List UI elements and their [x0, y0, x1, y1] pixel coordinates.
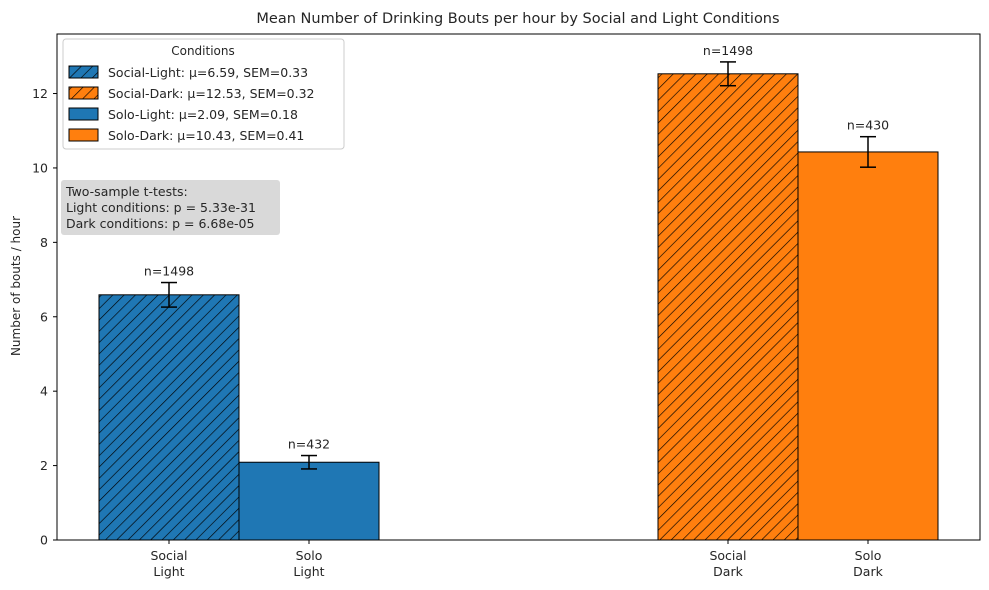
legend-label-2: Solo-Light: μ=2.09, SEM=0.18: [108, 107, 298, 122]
x-tick-label-2-0: Social: [709, 548, 746, 563]
legend-swatch-hatch-0: [69, 66, 98, 78]
y-tick-label-4: 8: [40, 235, 48, 250]
chart-title: Mean Number of Drinking Bouts per hour b…: [256, 11, 779, 27]
legend-swatch-outline-0: [68, 65, 99, 79]
legend-title: Conditions: [171, 44, 235, 58]
x-tick-label-0-0: Social: [150, 548, 187, 563]
errorbars-layer: [161, 61, 876, 470]
n-labels-layer: n=1498 n=432 n=1498 n=430: [144, 43, 889, 452]
x-tick-label-2-1: Dark: [713, 564, 743, 579]
legend-swatch-outline-2: [68, 107, 99, 121]
x-tick-label-1-0: Solo: [296, 548, 323, 563]
legend-swatch-3: [69, 129, 98, 141]
x-tick-label-3-1: Dark: [853, 564, 883, 579]
y-tick-label-5: 10: [32, 160, 48, 175]
bar-hatch-2: [658, 73, 798, 540]
legend-entries: Social-Light: μ=6.59, SEM=0.33 Social-Dar…: [68, 65, 315, 143]
annotation-background: [61, 180, 280, 235]
x-tick-label-3-0: Solo: [855, 548, 882, 563]
bar-1: [239, 462, 379, 540]
bar-hatch-0: [99, 294, 239, 540]
annotation-line-1: Two-sample t-tests:: [65, 184, 188, 199]
legend-swatch-outline-1: [68, 86, 99, 100]
y-ticks-layer: 0 2 4 6 8 10 12: [32, 86, 57, 548]
n-label-1: n=432: [288, 437, 330, 452]
legend: Conditions Social-Light: μ=6.59, SEM=0.3…: [62, 38, 345, 150]
annotation-line-2: Light conditions: p = 5.33e-31: [66, 200, 256, 215]
n-label-2: n=1498: [703, 43, 753, 58]
x-tick-label-1-1: Light: [293, 564, 324, 579]
annotation-line-3: Dark conditions: p = 6.68e-05: [66, 216, 254, 231]
legend-label-1: Social-Dark: μ=12.53, SEM=0.32: [108, 86, 315, 101]
ttest-annotation: Two-sample t-tests: Light conditions: p …: [61, 180, 280, 235]
y-tick-label-2: 4: [40, 384, 48, 399]
bar-3: [798, 151, 938, 541]
legend-swatch-outline-3: [68, 128, 99, 142]
y-axis-label: Number of bouts / hour: [9, 216, 23, 356]
n-label-0: n=1498: [144, 264, 194, 279]
legend-label-3: Solo-Dark: μ=10.43, SEM=0.41: [108, 128, 304, 143]
y-tick-label-3: 6: [40, 309, 48, 324]
y-tick-label-1: 2: [40, 458, 48, 473]
legend-swatch-2: [69, 108, 98, 120]
legend-label-0: Social-Light: μ=6.59, SEM=0.33: [108, 65, 308, 80]
plot-frame: [56, 33, 981, 541]
x-tick-label-0-1: Light: [153, 564, 184, 579]
legend-swatch-hatch-1: [69, 87, 98, 99]
y-tick-label-6: 12: [32, 86, 48, 101]
n-label-3: n=430: [847, 118, 889, 133]
legend-frame: [62, 38, 345, 150]
y-tick-label-0: 0: [40, 533, 48, 548]
